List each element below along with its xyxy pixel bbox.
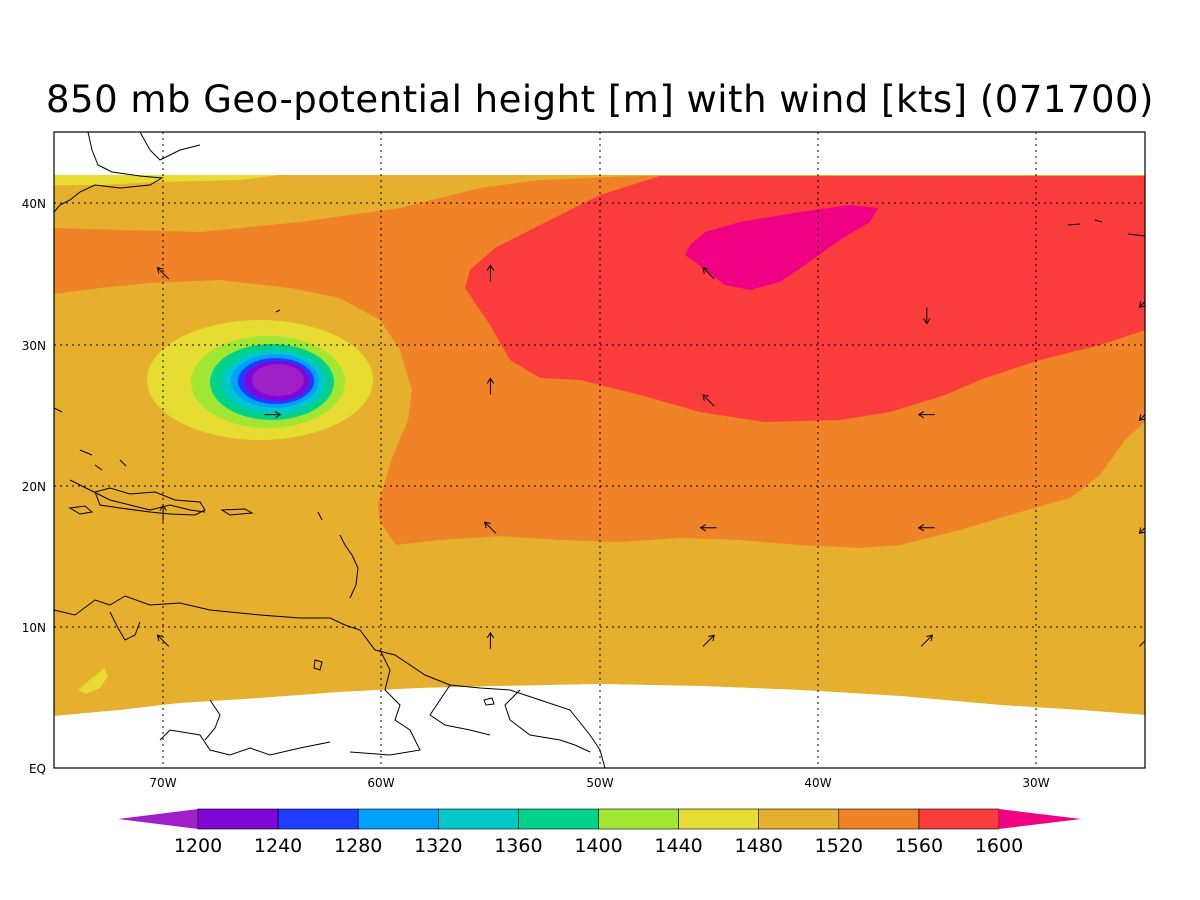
colorbar-box — [197, 808, 279, 830]
lat-label-30N: 30N — [22, 339, 46, 353]
colorbar-level-label: 1200 — [174, 835, 222, 857]
coastline-hispaniola — [94, 487, 206, 516]
coastline-suriname-border — [429, 684, 491, 736]
lon-label-70W: 70W — [149, 776, 176, 790]
coastline-brazil-west — [159, 729, 331, 756]
lon-label-30W: 30W — [1022, 776, 1049, 790]
lon-label-50W: 50W — [586, 776, 613, 790]
map-title: 850 mb Geo-potential height [m] with win… — [46, 78, 1154, 121]
colorbar-level-label: 1440 — [654, 835, 702, 857]
coastline-cuba — [69, 479, 206, 513]
lat-label-10N: 10N — [22, 621, 46, 635]
coastline-azores — [1067, 219, 1145, 237]
colorbar-level-label: 1320 — [414, 835, 462, 857]
contour-fill-1440-1480-north — [54, 175, 280, 185]
wind-arrow — [1138, 527, 1145, 534]
coastline-bahamas — [54, 407, 127, 471]
wind-arrow — [486, 264, 495, 282]
coastline-trinidad — [313, 659, 323, 671]
coastline-puerto-rico — [220, 508, 254, 516]
colorbar-extend-high — [999, 809, 1081, 829]
colorbar-box — [277, 808, 359, 830]
coastline-devils-island — [483, 697, 495, 706]
wind-arrow — [923, 307, 931, 325]
colorbar: 1200 1240 1280 1320 1360 1400 1440 1480 1520 1560… — [118, 808, 1081, 857]
wind-arrow — [920, 634, 934, 647]
wind-arrow — [917, 524, 935, 532]
coastline-french-guiana-border — [504, 689, 591, 753]
wind-arrow — [702, 267, 715, 280]
colorbar-extend-low — [118, 809, 198, 829]
coastline-lesser-antilles-2 — [317, 511, 323, 521]
wind-arrow — [702, 394, 715, 407]
colorbar-level-label: 1240 — [254, 835, 302, 857]
colorbar-level-label: 1520 — [815, 835, 863, 857]
wind-arrow — [156, 267, 170, 280]
wind-arrow — [486, 631, 495, 649]
coastline-venezuela-interior — [109, 611, 141, 641]
colorbar-box — [678, 808, 759, 830]
wind-arrow — [1139, 635, 1145, 647]
wind-arrow — [917, 411, 935, 419]
contour-fill-1440-1480-south — [78, 668, 108, 694]
lat-lon-grid — [54, 132, 1145, 768]
lat-axis-labels: EQ 10N 20N 30N 40N — [22, 197, 46, 776]
colorbar-level-label: 1600 — [975, 835, 1023, 857]
contour-fill-above-1600 — [685, 205, 878, 290]
coastlines — [54, 132, 1145, 768]
coastline-guyana-border — [349, 649, 421, 756]
coastline-south-america — [54, 595, 606, 768]
colorbar-box — [598, 808, 679, 830]
wind-arrow — [484, 521, 497, 534]
colorbar-level-label: 1400 — [574, 835, 622, 857]
wind-arrows — [156, 264, 1145, 649]
map-frame — [53, 131, 1146, 769]
wind-arrow — [699, 524, 717, 532]
coastline-lesser-antilles-1 — [339, 534, 359, 599]
colorbar-box — [758, 808, 840, 830]
colorbar-box — [918, 808, 1000, 830]
wind-arrow — [156, 634, 170, 647]
wind-arrow — [702, 634, 715, 647]
colorbar-level-label: 1360 — [494, 835, 542, 857]
colorbar-box — [437, 808, 519, 830]
lat-label-20N: 20N — [22, 480, 46, 494]
coastline-bermuda — [275, 309, 281, 313]
low-pressure-center — [147, 320, 373, 440]
colorbar-box — [518, 808, 599, 830]
coastline-colombia-border — [204, 699, 221, 741]
contour-ring-1200 — [252, 364, 304, 396]
contour-fill-1560-1600 — [465, 176, 1145, 422]
colorbar-box — [357, 808, 439, 830]
wind-arrow — [264, 411, 282, 419]
map-plot-area — [54, 132, 1145, 768]
lon-label-60W: 60W — [367, 776, 394, 790]
coastline-north-america — [54, 132, 164, 213]
colorbar-level-label: 1280 — [334, 835, 382, 857]
coastline-nova-scotia — [139, 132, 201, 161]
wind-arrow — [1138, 300, 1145, 308]
lon-label-40W: 40W — [804, 776, 831, 790]
wind-arrow — [1138, 413, 1145, 421]
colorbar-level-label: 1480 — [735, 835, 783, 857]
lat-label-EQ: EQ — [29, 762, 46, 776]
wind-arrow — [159, 504, 167, 522]
lat-label-40N: 40N — [22, 197, 46, 211]
colorbar-level-label: 1560 — [895, 835, 943, 857]
colorbar-box — [838, 808, 920, 830]
wind-arrow — [486, 377, 495, 395]
coastline-jamaica — [68, 505, 94, 515]
lon-axis-labels: 70W 60W 50W 40W 30W — [149, 776, 1049, 790]
